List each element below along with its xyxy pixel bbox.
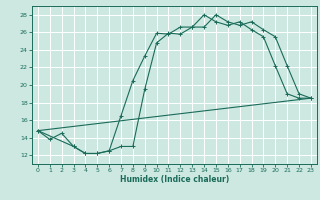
X-axis label: Humidex (Indice chaleur): Humidex (Indice chaleur) bbox=[120, 175, 229, 184]
